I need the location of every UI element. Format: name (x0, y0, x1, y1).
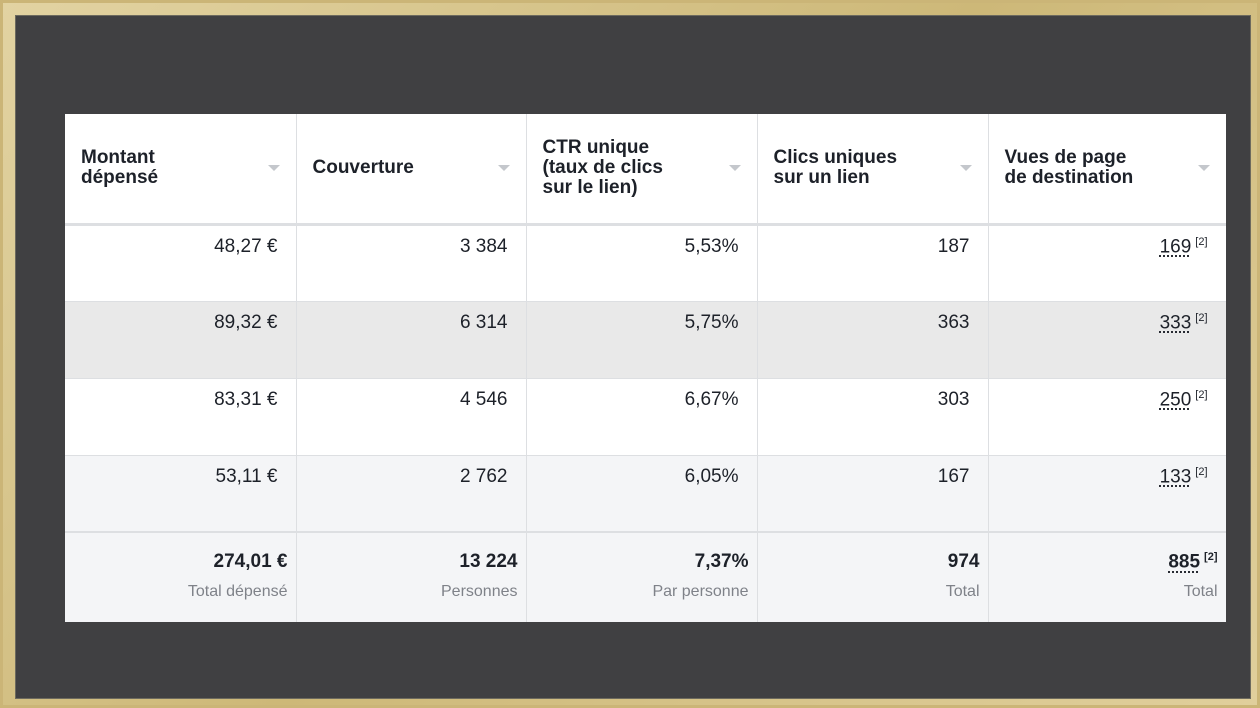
cell-montant: 89,32 € (65, 301, 297, 379)
total-value: 974 (947, 551, 980, 572)
sort-caret-down-icon[interactable] (959, 165, 972, 172)
total-value: 274,01 € (213, 551, 288, 572)
total-ctr: 7,37% Par personne (526, 531, 758, 622)
sort-caret-down-icon[interactable] (497, 165, 510, 172)
cell-ctr: 6,05% (526, 455, 758, 533)
header-couverture[interactable]: Couverture (296, 114, 527, 226)
cell-montant: 53,11 € (65, 455, 297, 533)
footnote-ref: [2] (1204, 551, 1218, 563)
cell-ctr: 5,53% (526, 224, 758, 302)
table-row: 83,31 € 4 546 6,67% 303 250 [2] (65, 378, 1226, 456)
footnote-ref: [2] (1195, 311, 1208, 324)
total-value: 7,37% (694, 551, 749, 572)
header-row: Montant dépensé Couverture (65, 114, 1226, 226)
header-clics-uniques[interactable]: Clics uniques sur un lien (757, 114, 989, 226)
total-value-wrap: 885 [2] (1005, 551, 1218, 573)
cell-clics: 187 (757, 224, 989, 302)
vues-link[interactable]: 169 (1159, 235, 1192, 257)
cell-vues: 133 [2] (988, 455, 1226, 533)
cell-couverture: 2 762 (296, 455, 527, 533)
cell-clics: 167 (757, 455, 989, 533)
total-caption: Total dépensé (187, 583, 288, 600)
total-couverture: 13 224 Personnes (296, 531, 527, 622)
total-clics: 974 Total (757, 531, 989, 622)
cell-montant: 48,27 € (65, 224, 297, 302)
cell-couverture: 3 384 (296, 224, 527, 302)
total-caption: Total (945, 583, 980, 600)
header-vues-page[interactable]: Vues de page de destination (988, 114, 1226, 226)
cell-clics: 303 (757, 378, 989, 456)
ads-metrics-table-card: Montant dépensé Couverture (65, 114, 1226, 622)
cell-vues: 250 [2] (988, 378, 1226, 456)
footnote-ref: [2] (1195, 235, 1208, 248)
totals-row: 274,01 € Total dépensé 13 224 Personnes … (65, 531, 1226, 622)
header-label: Montant dépensé (81, 147, 159, 189)
cell-vues: 169 [2] (988, 224, 1226, 302)
sort-caret-down-icon[interactable] (267, 165, 280, 172)
cell-vues: 333 [2] (988, 301, 1226, 379)
total-montant: 274,01 € Total dépensé (65, 531, 297, 622)
total-value: 13 224 (459, 551, 518, 572)
vues-link[interactable]: 133 (1159, 465, 1192, 487)
cell-ctr: 5,75% (526, 301, 758, 379)
total-caption: Par personne (652, 583, 749, 600)
sort-caret-down-icon[interactable] (1197, 165, 1210, 172)
total-caption: Total (1183, 583, 1218, 601)
header-label: Couverture (312, 157, 414, 179)
cell-couverture: 6 314 (296, 301, 527, 379)
vues-link[interactable]: 333 (1159, 311, 1192, 333)
cell-montant: 83,31 € (65, 378, 297, 456)
vues-total-link[interactable]: 885 (1168, 551, 1201, 573)
vues-link[interactable]: 250 (1159, 388, 1192, 410)
footnote-ref: [2] (1195, 388, 1208, 401)
header-ctr-unique[interactable]: CTR unique (taux de clics sur le lien) (526, 114, 758, 226)
ads-metrics-table: Montant dépensé Couverture (65, 114, 1226, 622)
cell-clics: 363 (757, 301, 989, 379)
cell-couverture: 4 546 (296, 378, 527, 456)
header-label: Clics uniques sur un lien (773, 147, 898, 189)
dark-background: Montant dépensé Couverture (15, 15, 1251, 699)
sort-caret-down-icon[interactable] (728, 165, 741, 172)
total-vues: 885 [2] Total (988, 531, 1226, 622)
cell-ctr: 6,67% (526, 378, 758, 456)
footnote-ref: [2] (1195, 465, 1208, 478)
table-row: 48,27 € 3 384 5,53% 187 169 [2] (65, 224, 1226, 302)
table-row: 89,32 € 6 314 5,75% 363 333 [2] (65, 301, 1226, 379)
header-label: Vues de page de destination (1004, 147, 1134, 189)
header-montant-depense[interactable]: Montant dépensé (65, 114, 297, 226)
total-caption: Personnes (441, 583, 518, 600)
table-row: 53,11 € 2 762 6,05% 167 133 [2] (65, 455, 1226, 533)
header-label: CTR unique (taux de clics sur le lien) (542, 137, 663, 199)
